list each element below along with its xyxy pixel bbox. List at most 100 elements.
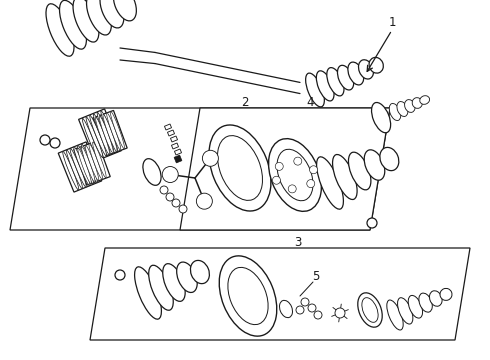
Circle shape <box>314 311 322 319</box>
Ellipse shape <box>148 265 173 310</box>
Ellipse shape <box>420 96 430 104</box>
Ellipse shape <box>387 300 403 330</box>
Ellipse shape <box>380 147 399 171</box>
Ellipse shape <box>440 288 452 300</box>
Ellipse shape <box>70 148 86 187</box>
Polygon shape <box>165 124 172 130</box>
Circle shape <box>301 298 309 306</box>
Ellipse shape <box>348 152 371 190</box>
Ellipse shape <box>333 154 357 199</box>
Ellipse shape <box>412 98 422 108</box>
Ellipse shape <box>73 0 99 42</box>
Text: 1: 1 <box>388 15 396 28</box>
Ellipse shape <box>317 157 343 209</box>
Ellipse shape <box>219 256 277 336</box>
Ellipse shape <box>358 293 382 327</box>
Ellipse shape <box>90 115 107 156</box>
Circle shape <box>294 157 302 165</box>
Ellipse shape <box>89 144 102 179</box>
Ellipse shape <box>177 262 197 292</box>
Ellipse shape <box>77 145 94 184</box>
Ellipse shape <box>327 68 344 96</box>
Ellipse shape <box>143 159 161 185</box>
Ellipse shape <box>66 150 82 189</box>
Circle shape <box>162 167 178 183</box>
Circle shape <box>50 138 60 148</box>
Ellipse shape <box>279 300 293 318</box>
Polygon shape <box>174 155 182 163</box>
Ellipse shape <box>114 0 136 21</box>
Ellipse shape <box>371 103 391 133</box>
Circle shape <box>166 193 174 201</box>
Polygon shape <box>10 108 390 230</box>
Circle shape <box>272 176 280 184</box>
Circle shape <box>172 199 180 207</box>
Ellipse shape <box>359 60 373 79</box>
Circle shape <box>275 162 283 170</box>
Ellipse shape <box>101 111 118 152</box>
Polygon shape <box>74 141 110 185</box>
Circle shape <box>296 306 304 314</box>
Ellipse shape <box>81 147 95 183</box>
Ellipse shape <box>405 100 415 112</box>
Ellipse shape <box>228 267 268 325</box>
Circle shape <box>202 150 219 166</box>
Polygon shape <box>78 109 122 161</box>
Ellipse shape <box>78 148 91 184</box>
Circle shape <box>196 193 212 209</box>
Ellipse shape <box>63 151 79 190</box>
Ellipse shape <box>46 4 74 56</box>
Circle shape <box>40 135 50 145</box>
Ellipse shape <box>429 291 442 306</box>
Circle shape <box>367 218 377 228</box>
Ellipse shape <box>364 150 385 180</box>
Ellipse shape <box>338 65 354 90</box>
Ellipse shape <box>369 57 383 73</box>
Text: 4: 4 <box>306 96 314 109</box>
Ellipse shape <box>419 293 432 312</box>
Ellipse shape <box>100 0 124 28</box>
Polygon shape <box>168 130 174 136</box>
Polygon shape <box>58 142 102 192</box>
Ellipse shape <box>317 71 334 101</box>
Polygon shape <box>172 143 178 149</box>
Circle shape <box>307 180 315 188</box>
Ellipse shape <box>97 112 114 153</box>
Ellipse shape <box>191 260 209 284</box>
Ellipse shape <box>209 125 271 211</box>
Ellipse shape <box>86 117 103 158</box>
Circle shape <box>288 185 296 193</box>
Polygon shape <box>90 248 470 340</box>
Ellipse shape <box>103 114 117 152</box>
Circle shape <box>179 205 187 213</box>
Polygon shape <box>180 108 390 230</box>
Ellipse shape <box>93 142 106 178</box>
Ellipse shape <box>348 62 364 85</box>
Ellipse shape <box>59 0 86 49</box>
Ellipse shape <box>397 102 408 117</box>
Ellipse shape <box>99 116 113 153</box>
Polygon shape <box>171 136 177 142</box>
Ellipse shape <box>82 118 99 159</box>
Ellipse shape <box>107 113 121 150</box>
Ellipse shape <box>94 114 110 155</box>
Ellipse shape <box>218 136 263 201</box>
Ellipse shape <box>110 111 124 149</box>
Circle shape <box>310 166 318 174</box>
Text: 2: 2 <box>241 96 249 109</box>
Ellipse shape <box>397 298 413 324</box>
Ellipse shape <box>362 298 378 322</box>
Ellipse shape <box>277 149 313 201</box>
Ellipse shape <box>81 144 98 183</box>
Polygon shape <box>174 149 181 155</box>
Ellipse shape <box>135 267 161 319</box>
Ellipse shape <box>269 139 321 211</box>
Ellipse shape <box>389 103 401 121</box>
Ellipse shape <box>163 264 185 301</box>
Ellipse shape <box>74 147 90 186</box>
Polygon shape <box>93 111 127 156</box>
Text: 3: 3 <box>294 237 302 249</box>
Ellipse shape <box>87 0 111 35</box>
Ellipse shape <box>306 73 324 107</box>
Ellipse shape <box>408 296 422 318</box>
